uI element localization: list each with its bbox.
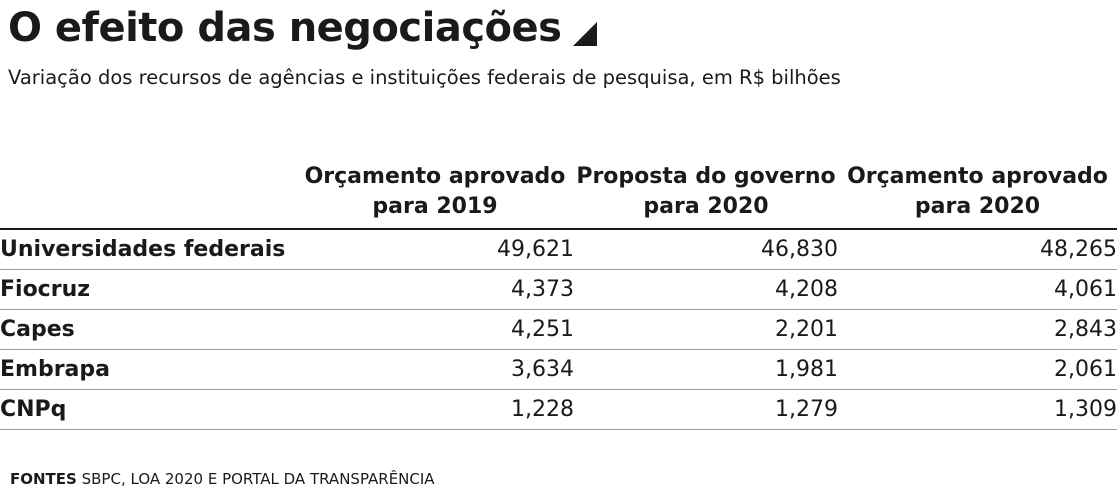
source-label: FONTES <box>10 470 77 488</box>
table-row: Embrapa 3,634 1,981 2,061 <box>0 349 1117 390</box>
table-cell: 4,251 <box>296 309 574 350</box>
table-cell: 46,830 <box>574 229 838 270</box>
table-row: Fiocruz 4,373 4,208 4,061 <box>0 269 1117 310</box>
column-header-proposal-2020: Proposta do governo para 2020 <box>574 160 838 229</box>
corner-triangle-icon <box>573 22 598 46</box>
table-row: Universidades federais 49,621 46,830 48,… <box>0 229 1117 270</box>
table-row: Capes 4,251 2,201 2,843 <box>0 309 1117 350</box>
column-header-line: Orçamento aprovado <box>304 164 566 189</box>
table-cell: 1,279 <box>574 389 838 430</box>
column-header-line: para 2020 <box>914 194 1041 219</box>
chart-title: O efeito das negociações <box>8 5 562 51</box>
table-header-row: Orçamento aprovado para 2019 Proposta do … <box>0 160 1117 229</box>
title-row: O efeito das negociações <box>8 2 598 54</box>
header-corner <box>0 160 296 229</box>
column-header-approved-2020: Orçamento aprovado para 2020 <box>838 160 1117 229</box>
budget-table: Orçamento aprovado para 2019 Proposta do … <box>0 160 1117 430</box>
source-text: SBPC, LOA 2020 E PORTAL DA TRANSPARÊNCIA <box>81 470 435 488</box>
row-label: Capes <box>0 309 296 350</box>
table-cell: 2,843 <box>838 309 1117 350</box>
row-label: CNPq <box>0 389 296 430</box>
table-cell: 1,228 <box>296 389 574 430</box>
row-label: Universidades federais <box>0 229 296 270</box>
table-cell: 1,309 <box>838 389 1117 430</box>
table-cell: 4,208 <box>574 269 838 310</box>
table-cell: 1,981 <box>574 349 838 390</box>
table-cell: 3,634 <box>296 349 574 390</box>
table-cell: 2,061 <box>838 349 1117 390</box>
row-label: Embrapa <box>0 349 296 390</box>
chart-subtitle: Variação dos recursos de agências e inst… <box>8 66 841 89</box>
column-header-line: Proposta do governo <box>576 164 836 189</box>
table-cell: 4,061 <box>838 269 1117 310</box>
table-cell: 49,621 <box>296 229 574 270</box>
table-cell: 48,265 <box>838 229 1117 270</box>
source-note: FONTES SBPC, LOA 2020 E PORTAL DA TRANSP… <box>10 470 435 488</box>
table-row: CNPq 1,228 1,279 1,309 <box>0 389 1117 430</box>
column-header-approved-2019: Orçamento aprovado para 2019 <box>296 160 574 229</box>
table-cell: 2,201 <box>574 309 838 350</box>
column-header-line: para 2020 <box>643 194 769 219</box>
row-label: Fiocruz <box>0 269 296 310</box>
column-header-line: Orçamento aprovado <box>847 164 1108 189</box>
column-header-line: para 2019 <box>372 194 498 219</box>
table-cell: 4,373 <box>296 269 574 310</box>
